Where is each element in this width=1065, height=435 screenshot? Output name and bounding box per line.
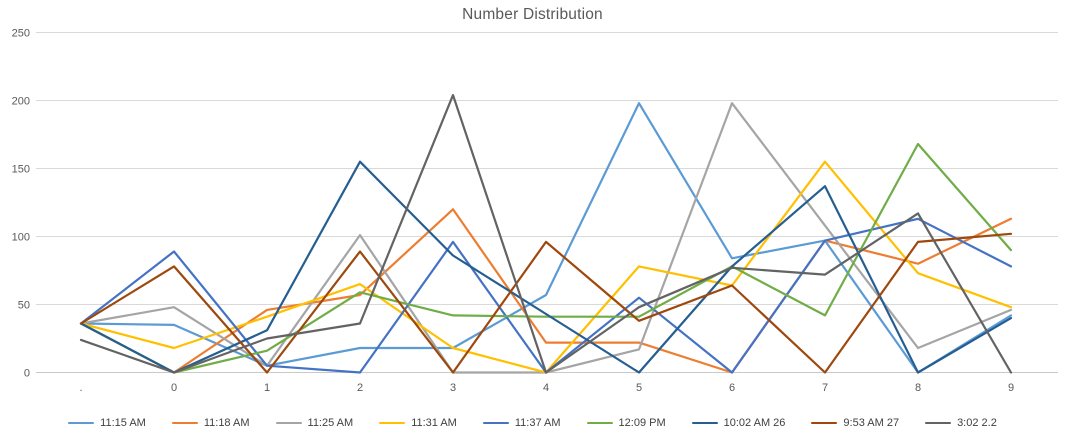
legend-item[interactable]: 9:53 AM 27	[811, 417, 899, 429]
x-axis-label: 8	[915, 382, 921, 394]
x-axis-label: 4	[543, 382, 549, 394]
series-line	[79, 160, 1013, 374]
series-line	[79, 142, 1013, 374]
y-axis-label: 250	[12, 28, 30, 40]
legend-label: 11:18 AM	[203, 417, 250, 429]
legend-item[interactable]: 11:37 AM	[482, 417, 561, 429]
legend-line-swatch	[379, 421, 406, 425]
legend-line-swatch	[691, 421, 718, 425]
legend-label: 10:02 AM 26	[723, 417, 786, 429]
legend-label: 12:09 PM	[618, 417, 666, 429]
chart-title: Number Distribution	[462, 6, 603, 23]
legend-item[interactable]: 3:02 2.2	[925, 417, 997, 429]
series-line	[79, 232, 1013, 374]
legend-line-swatch	[171, 421, 198, 425]
x-axis-label: .	[79, 382, 82, 394]
legend-item[interactable]: 12:09 PM	[586, 417, 666, 429]
series-line	[79, 208, 1013, 374]
y-axis-label: 150	[12, 164, 30, 176]
x-axis-label: 1	[264, 382, 270, 394]
x-axis-label: 3	[450, 382, 456, 394]
legend-label: 11:25 AM	[307, 417, 354, 429]
series-line	[79, 102, 1013, 374]
x-axis-label: 9	[1008, 382, 1014, 394]
legend-label: 3:02 2.2	[957, 417, 997, 429]
plot-area: 0 50 100 150 200 250. 0 1 2 3 4 5 6 7 8 9	[12, 28, 1058, 394]
x-axis-label: 5	[636, 382, 642, 394]
x-axis-label: 0	[171, 382, 177, 394]
legend-item[interactable]: 11:18 AM	[171, 417, 250, 429]
legend-line-swatch	[586, 421, 613, 425]
legend-item[interactable]: 11:15 AM	[68, 417, 146, 429]
legend-label: 9:53 AM 27	[843, 417, 900, 429]
x-axis-label: 2	[357, 382, 363, 394]
y-axis-label: 0	[24, 368, 30, 380]
legend-line-swatch	[811, 421, 838, 425]
legend-label: 11:37 AM	[514, 417, 561, 429]
x-axis-label: 7	[822, 382, 828, 394]
legend-item[interactable]: 11:31 AM	[379, 417, 457, 429]
legend-item[interactable]: 10:02 AM 26	[691, 417, 786, 429]
legend-line-swatch	[482, 421, 509, 425]
legend: 11:15 AM 11:18 AM 11:25 AM 11:31 AM 11:37 AM…	[0, 417, 1065, 429]
legend-line-swatch	[68, 421, 95, 425]
x-axis-label: 6	[729, 382, 735, 394]
legend-label: 11:31 AM	[411, 417, 457, 429]
legend-line-swatch	[275, 421, 302, 425]
y-axis-label: 50	[18, 300, 30, 312]
y-axis-label: 100	[12, 232, 30, 244]
legend-line-swatch	[925, 421, 952, 425]
legend-label: 11:15 AM	[100, 417, 146, 429]
series-line	[79, 93, 1013, 374]
y-axis-label: 200	[12, 96, 30, 108]
legend-item[interactable]: 11:25 AM	[275, 417, 354, 429]
